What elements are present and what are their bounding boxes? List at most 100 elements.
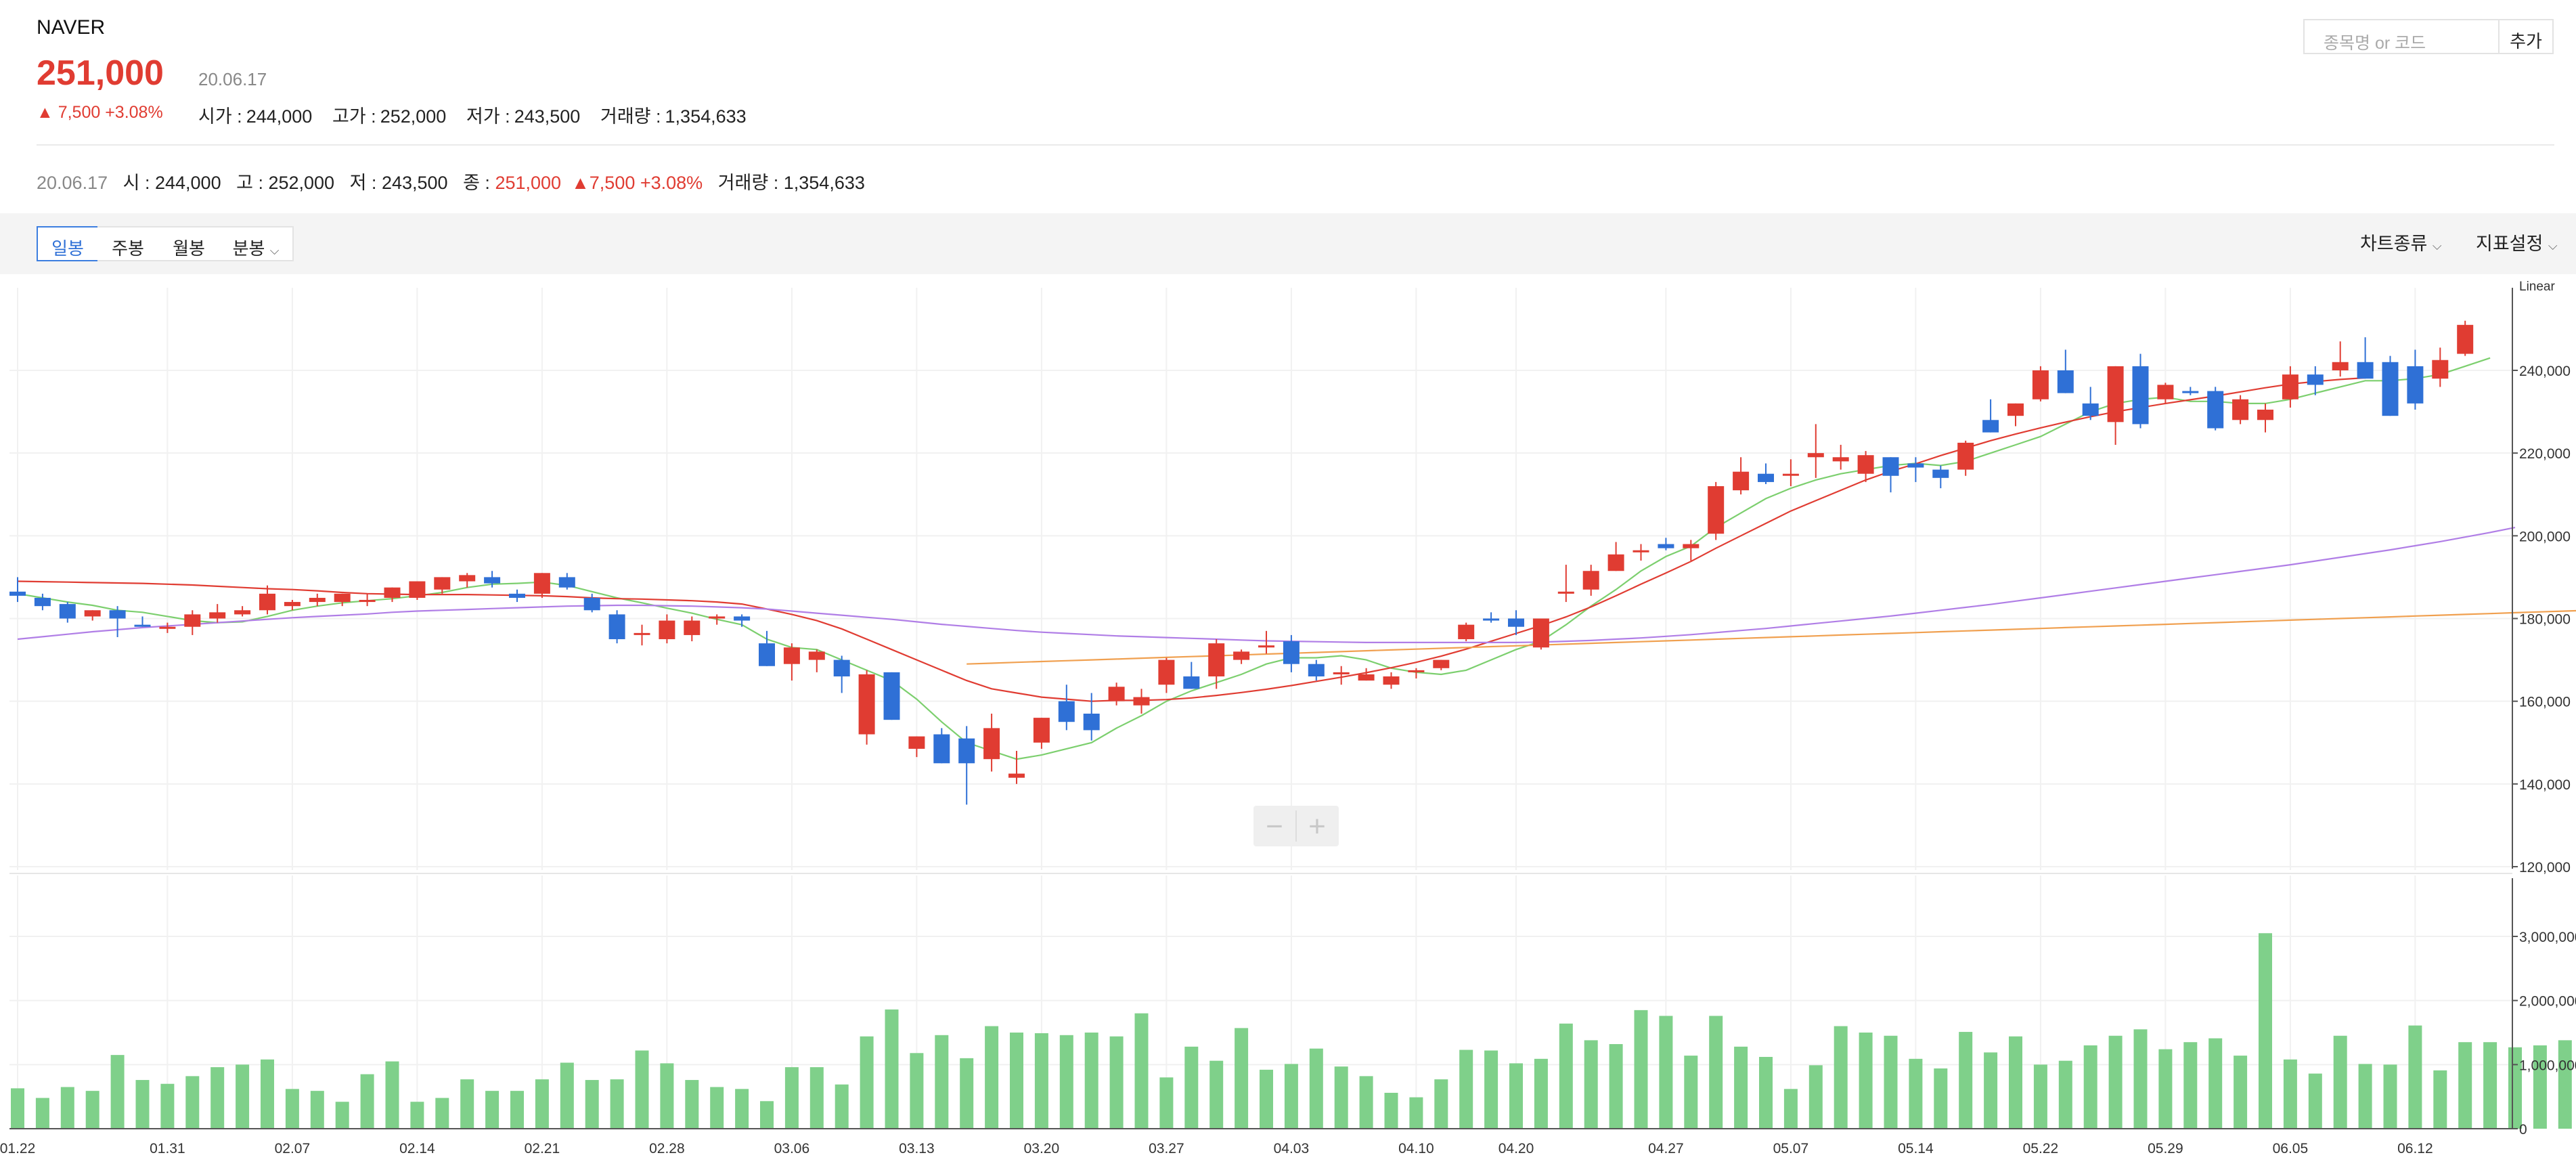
volume-bar <box>1334 1066 1348 1129</box>
volume-bar <box>135 1080 150 1129</box>
chevron-down-icon: ⌵ <box>2432 239 2442 253</box>
volume-bar <box>2158 1049 2173 1129</box>
candle-body <box>734 616 751 621</box>
candle-body <box>1283 641 1300 664</box>
candle-body <box>1458 624 1475 640</box>
volume-bar <box>710 1087 724 1129</box>
volume-bar <box>735 1089 749 1129</box>
volume-bar <box>1734 1046 1748 1129</box>
volume-bar <box>835 1084 849 1129</box>
volume-bar <box>1284 1064 1298 1129</box>
x-tick-label: 02.28 <box>649 1141 685 1156</box>
candle-body <box>2182 391 2199 393</box>
candle-body <box>109 610 126 619</box>
search-input[interactable]: 종목명 or 코드 <box>2303 19 2500 54</box>
volume-bar <box>2033 1064 2047 1129</box>
candle-body <box>2132 366 2149 425</box>
volume-bar <box>236 1064 250 1129</box>
volume-bar <box>85 1091 99 1129</box>
volume-tick-label: 0 <box>2519 1122 2527 1138</box>
volume-bar <box>2558 1040 2572 1129</box>
candle-body <box>2307 374 2324 385</box>
volume-bar <box>1609 1044 1623 1129</box>
volume-bar <box>585 1080 599 1129</box>
axis-layer: 01.22 01.31 02.07 02.14 02.21 02.28 03.06 03.13… <box>0 280 2576 1156</box>
candle-body <box>533 573 550 594</box>
candle-body <box>2107 366 2124 422</box>
x-tick-label: 04.20 <box>1498 1141 1534 1156</box>
candle-body <box>2257 410 2273 420</box>
stat-low-value: 243,500 <box>514 106 581 127</box>
price-tick-label: 140,000 <box>2519 777 2571 793</box>
price-change: ▲ 7,500 +3.08% <box>37 103 163 122</box>
add-button[interactable]: 추가 <box>2500 19 2554 54</box>
candle-body <box>1907 463 1924 468</box>
indicator-menu[interactable]: 지표설정 ⌵ <box>2476 229 2558 255</box>
volume-bar <box>685 1080 699 1129</box>
candle-body <box>309 597 326 603</box>
volume-bar <box>1884 1035 1898 1129</box>
volume-bar <box>1559 1023 1573 1129</box>
ohlc-open: 244,000 <box>154 173 221 193</box>
volume-bar <box>860 1036 874 1129</box>
zoom-in-button[interactable]: + <box>1308 810 1326 843</box>
candle-body <box>409 581 426 598</box>
candle-body <box>983 728 1000 760</box>
volume-bar <box>1010 1033 1023 1129</box>
volume-bar <box>1384 1092 1398 1129</box>
volume-bar <box>1159 1077 1174 1129</box>
stock-chart[interactable]: 01.22 01.31 02.07 02.14 02.21 02.28 03.06 03.13… <box>0 274 2576 1170</box>
tab-monthly[interactable]: 월봉 <box>158 226 221 261</box>
ohlc-date: 20.06.17 <box>37 173 108 193</box>
candle-body <box>908 736 925 749</box>
zoom-out-button[interactable]: − <box>1266 810 1283 843</box>
x-tick-label: 04.03 <box>1274 1141 1310 1156</box>
volume-tick-label: 3,000,000 <box>2519 930 2576 945</box>
tab-minute[interactable]: 분봉 ⌵ <box>219 226 294 261</box>
stat-high-label: 고가 : <box>332 106 376 127</box>
volume-bar <box>410 1102 424 1129</box>
stat-volume-label: 거래량 : <box>600 106 661 127</box>
chart-type-menu[interactable]: 차트종류 ⌵ <box>2360 229 2442 255</box>
candle-body <box>1108 687 1125 701</box>
candle-body <box>34 597 51 607</box>
volume-bar <box>1808 1065 1823 1129</box>
candle-body <box>2057 370 2074 393</box>
volume-bar <box>2333 1035 2347 1129</box>
volume-bar <box>2133 1029 2148 1129</box>
candle-body <box>709 616 726 619</box>
stat-high: 고가 :252,000 <box>332 102 446 128</box>
volume-bar <box>185 1076 200 1129</box>
volume-layer <box>11 933 2572 1129</box>
candle-body <box>1183 676 1200 689</box>
candle-body <box>2207 391 2224 429</box>
candle-body <box>1508 618 1524 627</box>
candle-body <box>2407 366 2424 404</box>
volume-bar <box>2234 1056 2248 1129</box>
candle-body <box>1582 571 1599 590</box>
candle-body <box>1158 659 1175 685</box>
volume-bar <box>1184 1046 1199 1129</box>
candle-body <box>459 575 476 582</box>
candle-body <box>1433 659 1450 668</box>
candle-body <box>1408 670 1425 672</box>
volume-bar <box>1584 1040 1598 1129</box>
candle-body <box>783 647 800 664</box>
volume-bar <box>1034 1033 1048 1129</box>
price-tick-label: 200,000 <box>2519 529 2571 544</box>
candle-body <box>759 643 775 666</box>
volume-tick-label: 2,000,000 <box>2519 994 2576 1010</box>
candle-body <box>1033 718 1050 743</box>
volume-bar <box>2058 1060 2072 1129</box>
tab-weekly[interactable]: 주봉 <box>97 226 160 261</box>
price-tick-label: 180,000 <box>2519 612 2571 628</box>
volume-bar <box>1859 1033 1873 1129</box>
tab-daily[interactable]: 일봉 <box>37 226 99 261</box>
volume-bar <box>560 1062 574 1129</box>
volume-bar <box>985 1026 999 1129</box>
volume-bar <box>910 1053 924 1129</box>
chevron-down-icon: ⌵ <box>2548 239 2558 253</box>
volume-bar <box>1509 1063 1523 1129</box>
x-tick-label: 05.07 <box>1773 1141 1809 1156</box>
candle-body <box>2032 370 2049 399</box>
